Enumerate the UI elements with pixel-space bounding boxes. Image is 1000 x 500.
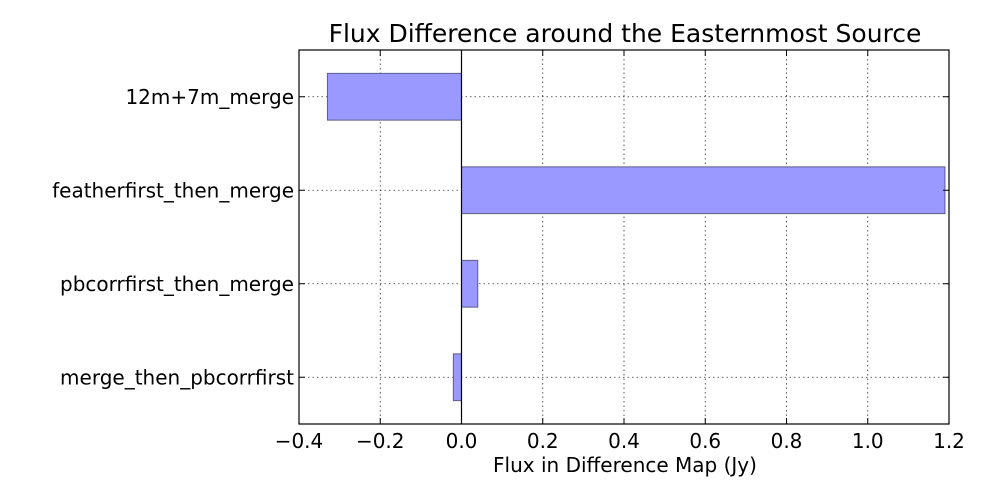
x-axis-ticks: −0.4 −0.2 0.0 0.2 0.4 0.6 0.8 1.0 1.2	[275, 50, 965, 453]
y-tick-label-12m+7m_merge: 12m+7m_merge	[125, 85, 294, 109]
y-axis-ticks: 12m+7m_merge featherfirst_then_mergepbcor…	[52, 85, 949, 389]
x-tick-label-3: 0.2	[527, 429, 559, 453]
y-tick-label-merge_then_pbcorrfirst: merge_then_pbcorrfirst	[60, 365, 294, 389]
x-tick-label-1: −0.2	[356, 429, 405, 453]
x-tick-label-4: 0.4	[608, 429, 640, 453]
bar-featherfirst_then_merge	[461, 166, 946, 215]
x-axis-label: Flux in Difference Map (Jy)	[493, 453, 757, 477]
chart-title: Flux Difference around the Easternmost S…	[329, 19, 922, 48]
y-tick-label-pbcorrfirst_then_merge: pbcorrfirst_then_merge	[60, 272, 294, 296]
bars	[326, 72, 946, 402]
x-tick-label-0: −0.4	[275, 429, 324, 453]
bar-12m+7m_merge	[326, 72, 462, 121]
bar-pbcorrfirst_then_merge	[461, 259, 479, 308]
x-tick-label-7: 1.0	[852, 429, 884, 453]
x-tick-label-8: 1.2	[933, 429, 965, 453]
x-tick-label-5: 0.6	[689, 429, 721, 453]
bar-merge_then_pbcorrfirst	[452, 353, 462, 402]
x-tick-label-6: 0.8	[771, 429, 803, 453]
y-tick-label-featherfirst_then_merge: featherfirst_then_merge	[52, 178, 294, 202]
x-tick-label-2: 0.0	[446, 429, 478, 453]
